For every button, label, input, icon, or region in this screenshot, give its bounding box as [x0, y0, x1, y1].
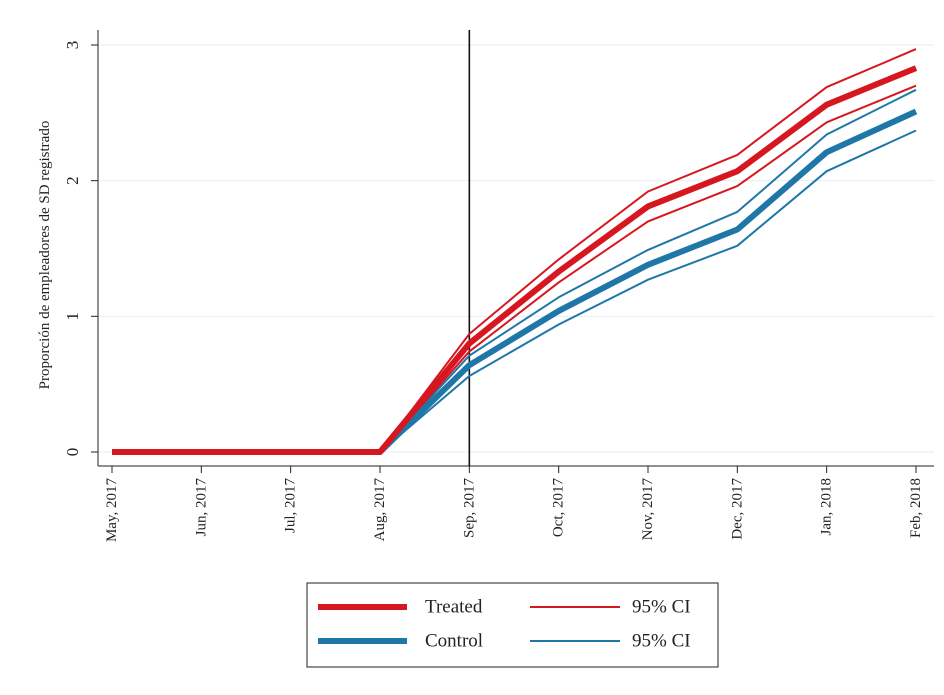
y-axis-title: Proporción de empleadores de SD registra…: [37, 121, 53, 390]
y-tick-label: 2: [63, 176, 82, 185]
series-line-treated-ci-lower: [112, 84, 917, 453]
series-layer: [112, 30, 918, 466]
x-tick-label: Jan, 2018: [819, 478, 835, 536]
series-line-estimate: [112, 65, 918, 455]
legend-label: Treated: [425, 597, 483, 618]
legend: Treated 95% CI Control 95% CI: [306, 582, 719, 668]
x-tick-label: Jul, 2017: [283, 478, 299, 534]
grid-layer: [98, 44, 934, 453]
x-tick-label: May, 2017: [104, 478, 120, 543]
legend-label: 95% CI: [632, 631, 691, 652]
y-tick-label: 1: [63, 312, 82, 321]
y-tick-label: 3: [63, 41, 82, 50]
y-tick-label: 0: [63, 448, 82, 457]
x-tick-label: Sep, 2017: [461, 478, 477, 539]
x-tick-label: Jun, 2017: [193, 478, 209, 537]
x-tick-label: Oct, 2017: [551, 478, 567, 538]
legend-entries: Treated 95% CI Control 95% CI: [318, 597, 691, 652]
legend-label: 95% CI: [632, 597, 691, 618]
axis-layer: 0 1 2 3 May, 2017 Jun, 2017 Jul, 2017 Aug, 2017…: [63, 30, 934, 542]
legend-box: [306, 582, 719, 668]
x-tick-label: Aug, 2017: [372, 478, 388, 542]
legend-label: Control: [425, 631, 483, 652]
x-tick-label: Nov, 2017: [640, 478, 656, 541]
x-tick-label: Feb, 2018: [908, 478, 924, 538]
x-tick-label: Dec, 2017: [729, 478, 745, 540]
series-line-treated-ci-upper: [112, 48, 917, 453]
